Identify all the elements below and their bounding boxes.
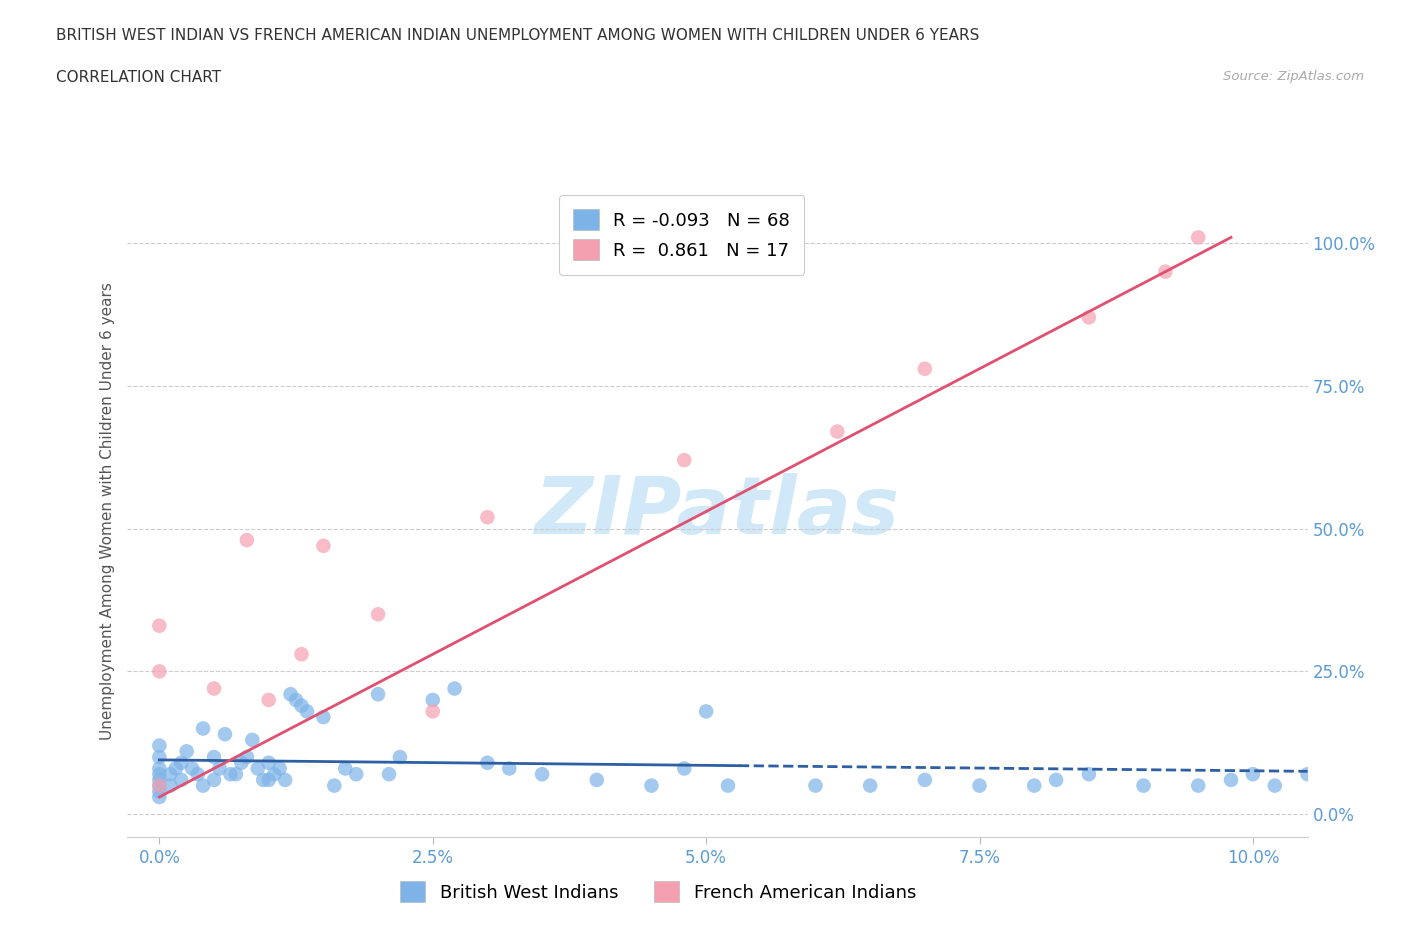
Point bbox=[252, 773, 274, 788]
Point bbox=[367, 607, 389, 622]
Point bbox=[1187, 778, 1209, 793]
Point bbox=[388, 750, 411, 764]
Point bbox=[202, 773, 225, 788]
Text: ZIPatlas: ZIPatlas bbox=[534, 472, 900, 551]
Point bbox=[170, 755, 193, 770]
Point bbox=[673, 453, 696, 468]
Point bbox=[1045, 773, 1067, 788]
Point bbox=[290, 698, 312, 713]
Point bbox=[1132, 778, 1154, 793]
Point bbox=[585, 773, 607, 788]
Point bbox=[673, 761, 696, 776]
Point bbox=[274, 773, 297, 788]
Point bbox=[148, 773, 170, 788]
Point bbox=[202, 750, 225, 764]
Text: Source: ZipAtlas.com: Source: ZipAtlas.com bbox=[1223, 70, 1364, 83]
Point bbox=[191, 778, 214, 793]
Text: CORRELATION CHART: CORRELATION CHART bbox=[56, 70, 221, 85]
Point bbox=[176, 744, 198, 759]
Point bbox=[443, 681, 465, 696]
Point bbox=[170, 773, 193, 788]
Point bbox=[257, 773, 280, 788]
Point bbox=[269, 761, 291, 776]
Point bbox=[236, 750, 259, 764]
Point bbox=[312, 538, 335, 553]
Point bbox=[323, 778, 346, 793]
Point bbox=[344, 766, 367, 781]
Point bbox=[477, 755, 499, 770]
Point bbox=[717, 778, 740, 793]
Point bbox=[257, 693, 280, 708]
Point bbox=[312, 710, 335, 724]
Point bbox=[422, 704, 444, 719]
Point bbox=[1024, 778, 1046, 793]
Text: BRITISH WEST INDIAN VS FRENCH AMERICAN INDIAN UNEMPLOYMENT AMONG WOMEN WITH CHIL: BRITISH WEST INDIAN VS FRENCH AMERICAN I… bbox=[56, 28, 980, 43]
Point bbox=[148, 790, 170, 804]
Point bbox=[231, 755, 253, 770]
Point bbox=[1077, 310, 1099, 325]
Point bbox=[1241, 766, 1264, 781]
Point bbox=[225, 766, 247, 781]
Point bbox=[148, 778, 170, 793]
Point bbox=[202, 681, 225, 696]
Point bbox=[378, 766, 401, 781]
Point bbox=[148, 738, 170, 753]
Point bbox=[285, 693, 308, 708]
Y-axis label: Unemployment Among Women with Children Under 6 years: Unemployment Among Women with Children U… bbox=[100, 283, 115, 740]
Point bbox=[148, 766, 170, 781]
Point bbox=[208, 761, 231, 776]
Legend: British West Indians, French American Indians: British West Indians, French American In… bbox=[392, 874, 924, 910]
Point bbox=[148, 750, 170, 764]
Point bbox=[236, 533, 259, 548]
Point bbox=[191, 721, 214, 736]
Point bbox=[498, 761, 520, 776]
Point bbox=[640, 778, 662, 793]
Point bbox=[827, 424, 849, 439]
Point bbox=[246, 761, 269, 776]
Point bbox=[695, 704, 717, 719]
Point bbox=[219, 766, 242, 781]
Point bbox=[859, 778, 882, 793]
Point bbox=[290, 647, 312, 662]
Point bbox=[181, 761, 204, 776]
Point bbox=[335, 761, 357, 776]
Point bbox=[969, 778, 991, 793]
Point bbox=[214, 726, 236, 741]
Point bbox=[422, 693, 444, 708]
Point bbox=[1296, 766, 1319, 781]
Point bbox=[1154, 264, 1177, 279]
Point bbox=[1264, 778, 1286, 793]
Point bbox=[165, 761, 187, 776]
Point bbox=[159, 766, 181, 781]
Point bbox=[914, 773, 936, 788]
Point bbox=[263, 766, 285, 781]
Point bbox=[531, 766, 554, 781]
Point bbox=[148, 778, 170, 793]
Point bbox=[477, 510, 499, 525]
Point bbox=[187, 766, 209, 781]
Point bbox=[804, 778, 827, 793]
Point bbox=[159, 778, 181, 793]
Point bbox=[295, 704, 318, 719]
Point bbox=[148, 664, 170, 679]
Point bbox=[1077, 766, 1099, 781]
Point bbox=[1220, 773, 1243, 788]
Point bbox=[240, 733, 263, 748]
Point bbox=[367, 686, 389, 701]
Point bbox=[257, 755, 280, 770]
Point bbox=[280, 686, 302, 701]
Point bbox=[1187, 230, 1209, 245]
Point bbox=[148, 761, 170, 776]
Point bbox=[148, 618, 170, 633]
Point bbox=[148, 784, 170, 799]
Point bbox=[914, 361, 936, 376]
